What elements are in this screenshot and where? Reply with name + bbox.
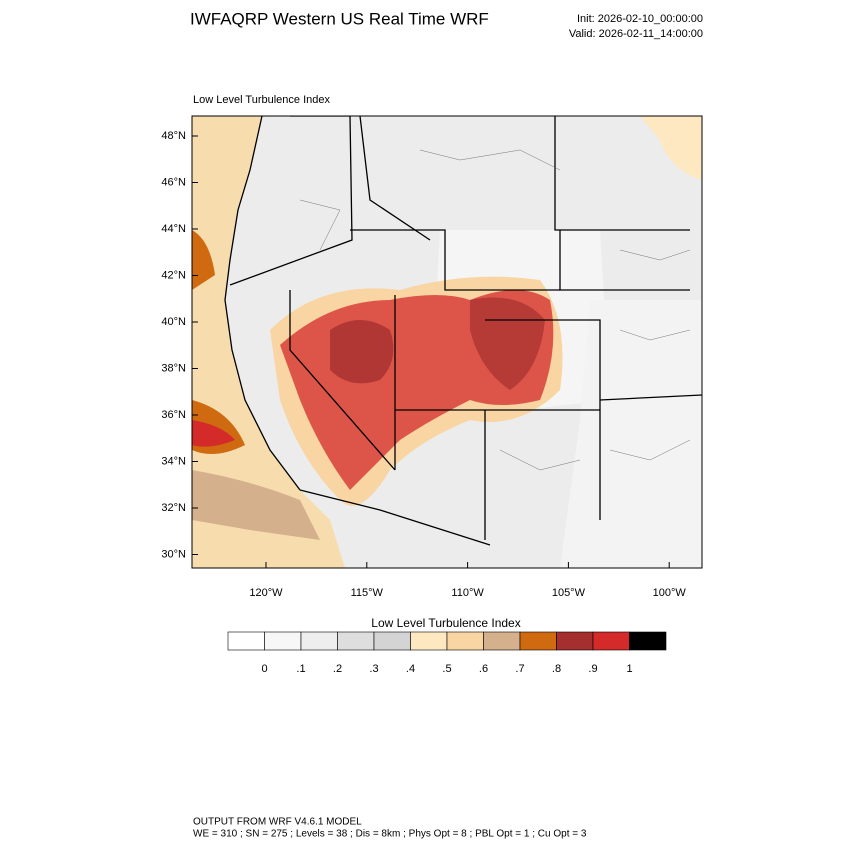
colorbar-label: .6 [479,663,488,675]
footer-line: OUTPUT FROM WRF V4.6.1 MODEL [193,817,362,828]
lat-label: 38°N [161,362,186,374]
colorbar-label: .7 [515,663,524,675]
colorbar-label: 0 [261,663,267,675]
footer-line: WE = 310 ; SN = 275 ; Levels = 38 ; Dis … [193,829,587,840]
colorbar-label: 1 [626,663,632,675]
lat-label: 34°N [161,455,186,467]
lat-label: 48°N [161,130,186,142]
valid-time: Valid: 2026-02-11_14:00:00 [569,28,703,40]
map-subtitle: Low Level Turbulence Index [193,94,330,106]
lon-label: 110°W [451,587,484,599]
colorbar-label: .8 [552,663,561,675]
colorbar-box [592,631,630,651]
lon-label: 115°W [351,587,384,599]
lon-label: 105°W [552,587,586,599]
lon-label: 100°W [653,587,687,599]
colorbar-box [337,631,375,651]
lat-label: 40°N [161,316,186,328]
colorbar-label: .1 [296,663,305,675]
colorbar-label: .4 [406,663,415,675]
colorbar-box [483,631,521,651]
lat-label: 32°N [161,502,186,514]
colorbar-box [410,631,448,651]
colorbar-label: .3 [369,663,378,675]
map: 48°N 46°N 44°N 42°N 40°N 38°N 36°N 34°N 32°N 30°N… [161,115,703,599]
lat-label: 42°N [161,269,186,281]
lat-label: 44°N [161,223,186,235]
colorbar-box [519,631,557,651]
lat-label: 46°N [161,176,186,188]
colorbar-box [300,631,338,651]
colorbar-label: .9 [588,663,597,675]
colorbar-title: Low Level Turbulence Index [371,616,520,630]
colorbar-box [264,631,302,651]
lat-label: 36°N [161,409,186,421]
lat-axis: 48°N 46°N 44°N 42°N 40°N 38°N 36°N 34°N 32°N 30°N [161,130,198,560]
colorbar-label: .2 [333,663,342,675]
colorbar-box [556,631,594,651]
lat-label: 30°N [161,548,186,560]
colorbar: 0 .1 .2 .3 .4 .5 .6 .7 .8 .9 1 [227,631,667,675]
colorbar-box [446,631,484,651]
colorbar-box [373,631,411,651]
colorbar-box [227,631,265,651]
lon-axis: 120°W 115°W 110°W 105°W 100°W [249,562,686,599]
colorbar-box [629,631,667,651]
init-time: Init: 2026-02-10_00:00:00 [577,13,703,25]
lon-label: 120°W [249,587,283,599]
title: IWFAQRP Western US Real Time WRF [190,9,489,28]
colorbar-label: .5 [442,663,451,675]
